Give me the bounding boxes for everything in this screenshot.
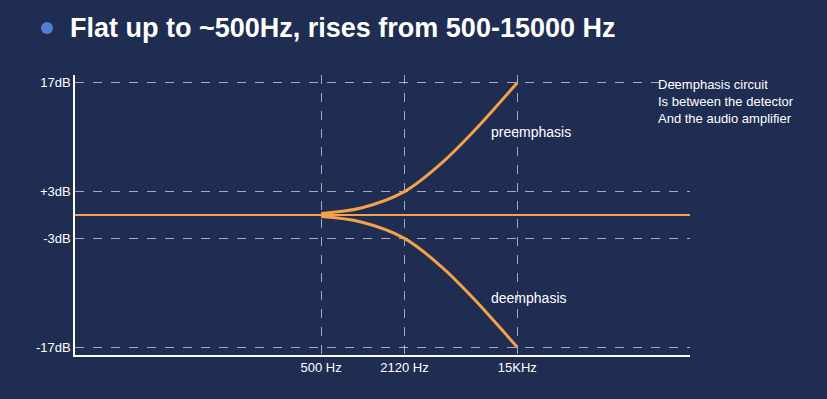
svg-text:preemphasis: preemphasis (491, 124, 571, 140)
svg-text:deemphasis: deemphasis (491, 290, 567, 306)
svg-text:-3dB: -3dB (43, 231, 70, 246)
svg-text:2120 Hz: 2120 Hz (380, 360, 428, 375)
svg-text:Flat up to ~500Hz, rises from: Flat up to ~500Hz, rises from 500-15000 … (70, 13, 615, 43)
svg-text:+3dB: +3dB (40, 184, 71, 199)
svg-text:-17dB: -17dB (36, 340, 71, 355)
svg-text:17dB: 17dB (40, 75, 70, 90)
svg-text:15KHz: 15KHz (498, 360, 537, 375)
svg-text:500 Hz: 500 Hz (301, 360, 342, 375)
svg-text:Deemphasis circuitIs between t: Deemphasis circuitIs between the detecto… (658, 77, 794, 126)
